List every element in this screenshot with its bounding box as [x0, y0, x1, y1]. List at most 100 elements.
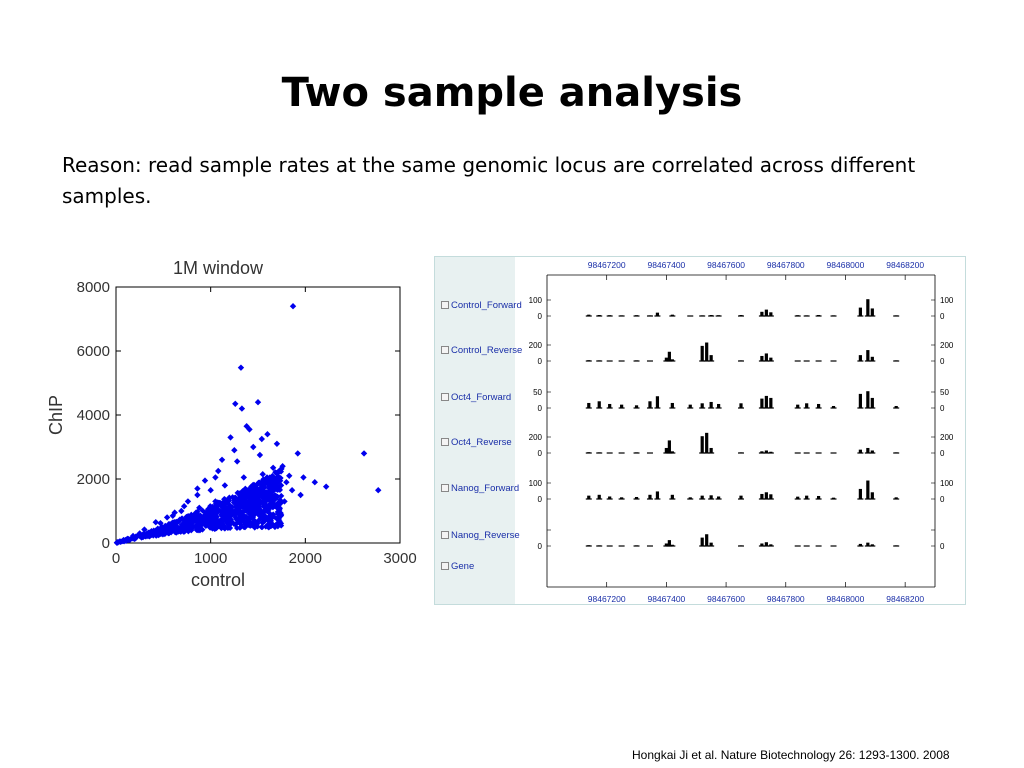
scatter-point — [311, 479, 318, 486]
scatter-point — [223, 505, 230, 512]
track-checkbox-icon[interactable] — [441, 301, 449, 309]
scatter-point — [213, 522, 220, 529]
track-bar — [739, 545, 743, 546]
scatter-point — [261, 499, 268, 506]
scatter-point — [231, 507, 238, 514]
x-tick-label-top: 98468000 — [827, 260, 865, 270]
track-bar — [709, 314, 713, 316]
track-bar — [817, 403, 821, 408]
track-y-top-label: 100 — [529, 479, 543, 488]
scatter-point — [161, 528, 168, 535]
track-bar — [608, 545, 612, 546]
track-bar — [764, 353, 768, 361]
scatter-point — [212, 474, 219, 481]
scatter-point — [272, 496, 279, 503]
track-checkbox-icon[interactable] — [441, 484, 449, 492]
track-bar — [670, 402, 674, 408]
track-label: Nanog_Reverse — [441, 530, 520, 541]
track-bar — [597, 314, 601, 316]
x-tick-label: 3000 — [383, 550, 416, 567]
scatter-point — [158, 523, 165, 530]
track-checkbox-icon[interactable] — [441, 393, 449, 401]
track-y-zero-label-right: 0 — [940, 495, 945, 504]
track-bar — [705, 432, 709, 453]
scatter-plot: 1M window 0 1000 2000 3000 0 2000 4000 6000 8000 c… — [46, 258, 417, 590]
track-bar — [608, 360, 612, 361]
track-bars — [585, 391, 900, 409]
scatter-point — [229, 504, 236, 511]
scatter-point — [265, 521, 272, 528]
scatter-point — [261, 512, 268, 519]
x-tick-label-top: 98467200 — [588, 260, 626, 270]
track-bar — [597, 494, 601, 499]
track-label: Oct4_Forward — [441, 392, 511, 403]
scatter-point — [196, 504, 203, 511]
x-tick-label-top: 98467800 — [767, 260, 805, 270]
scatter-point — [243, 501, 250, 508]
track-bar — [817, 452, 821, 453]
scatter-point — [176, 518, 183, 525]
scatter-point — [209, 517, 216, 524]
scatter-point — [225, 523, 232, 530]
track-checkbox-icon[interactable] — [441, 531, 449, 539]
track-bar — [831, 405, 836, 408]
scatter-point — [273, 440, 281, 447]
scatter-point — [180, 503, 188, 510]
track-bar — [760, 543, 764, 546]
track-bar — [769, 451, 773, 453]
track-bar — [760, 311, 764, 316]
track-bar — [870, 397, 874, 408]
reason-text: Reason: read sample rates at the same ge… — [62, 153, 916, 208]
track-bar — [858, 488, 862, 499]
track-bar — [717, 315, 721, 316]
track-bar — [648, 494, 652, 499]
citation: Hongkai Ji et al. Nature Biotechnology 2… — [632, 748, 950, 762]
track-bar — [688, 497, 692, 499]
track-y-zero-label-right: 0 — [940, 312, 945, 321]
track-bar — [760, 451, 764, 453]
track-checkbox-icon[interactable] — [441, 438, 449, 446]
track-bar — [664, 543, 668, 546]
track-label: Control_Forward — [441, 300, 522, 311]
scatter-point — [278, 482, 285, 489]
track-bar — [670, 314, 674, 316]
scatter-point — [322, 483, 330, 490]
track-bars — [585, 342, 900, 362]
scatter-point — [254, 399, 262, 406]
track-bar — [597, 401, 601, 408]
track-bar — [648, 401, 652, 408]
scatter-point — [169, 525, 176, 532]
scatter-point — [221, 512, 228, 519]
scatter-point — [238, 518, 245, 525]
track-y-zero-label-right: 0 — [940, 542, 945, 551]
scatter-point — [259, 471, 266, 478]
track-bars — [585, 480, 900, 500]
scatter-point — [218, 502, 225, 509]
track-y-zero-label: 0 — [538, 449, 543, 458]
scatter-point — [227, 434, 234, 441]
track-checkbox-icon[interactable] — [441, 346, 449, 354]
scatter-point — [228, 518, 235, 525]
y-tick-label: 8000 — [77, 279, 110, 296]
track-bar — [688, 404, 692, 408]
track-bar — [739, 403, 743, 408]
scatter-point — [234, 500, 241, 507]
scatter-point — [213, 513, 220, 520]
scatter-point — [219, 523, 226, 530]
track-bar — [620, 404, 624, 408]
track-bar — [739, 452, 743, 453]
scatter-point — [201, 477, 209, 484]
track-bar — [894, 545, 898, 546]
scatter-point — [300, 474, 307, 481]
x-tick-label-bottom: 98468200 — [886, 594, 924, 604]
track-bar — [858, 355, 862, 361]
track-y-top-label-right: 200 — [940, 341, 954, 350]
scatter-point — [250, 490, 257, 497]
scatter-point — [133, 533, 140, 540]
track-bar — [670, 494, 674, 499]
track-checkbox-icon[interactable] — [441, 562, 449, 570]
track-bar — [608, 452, 612, 453]
scatter-point — [248, 486, 255, 493]
track-bar — [764, 542, 768, 546]
track-bar — [587, 314, 591, 316]
